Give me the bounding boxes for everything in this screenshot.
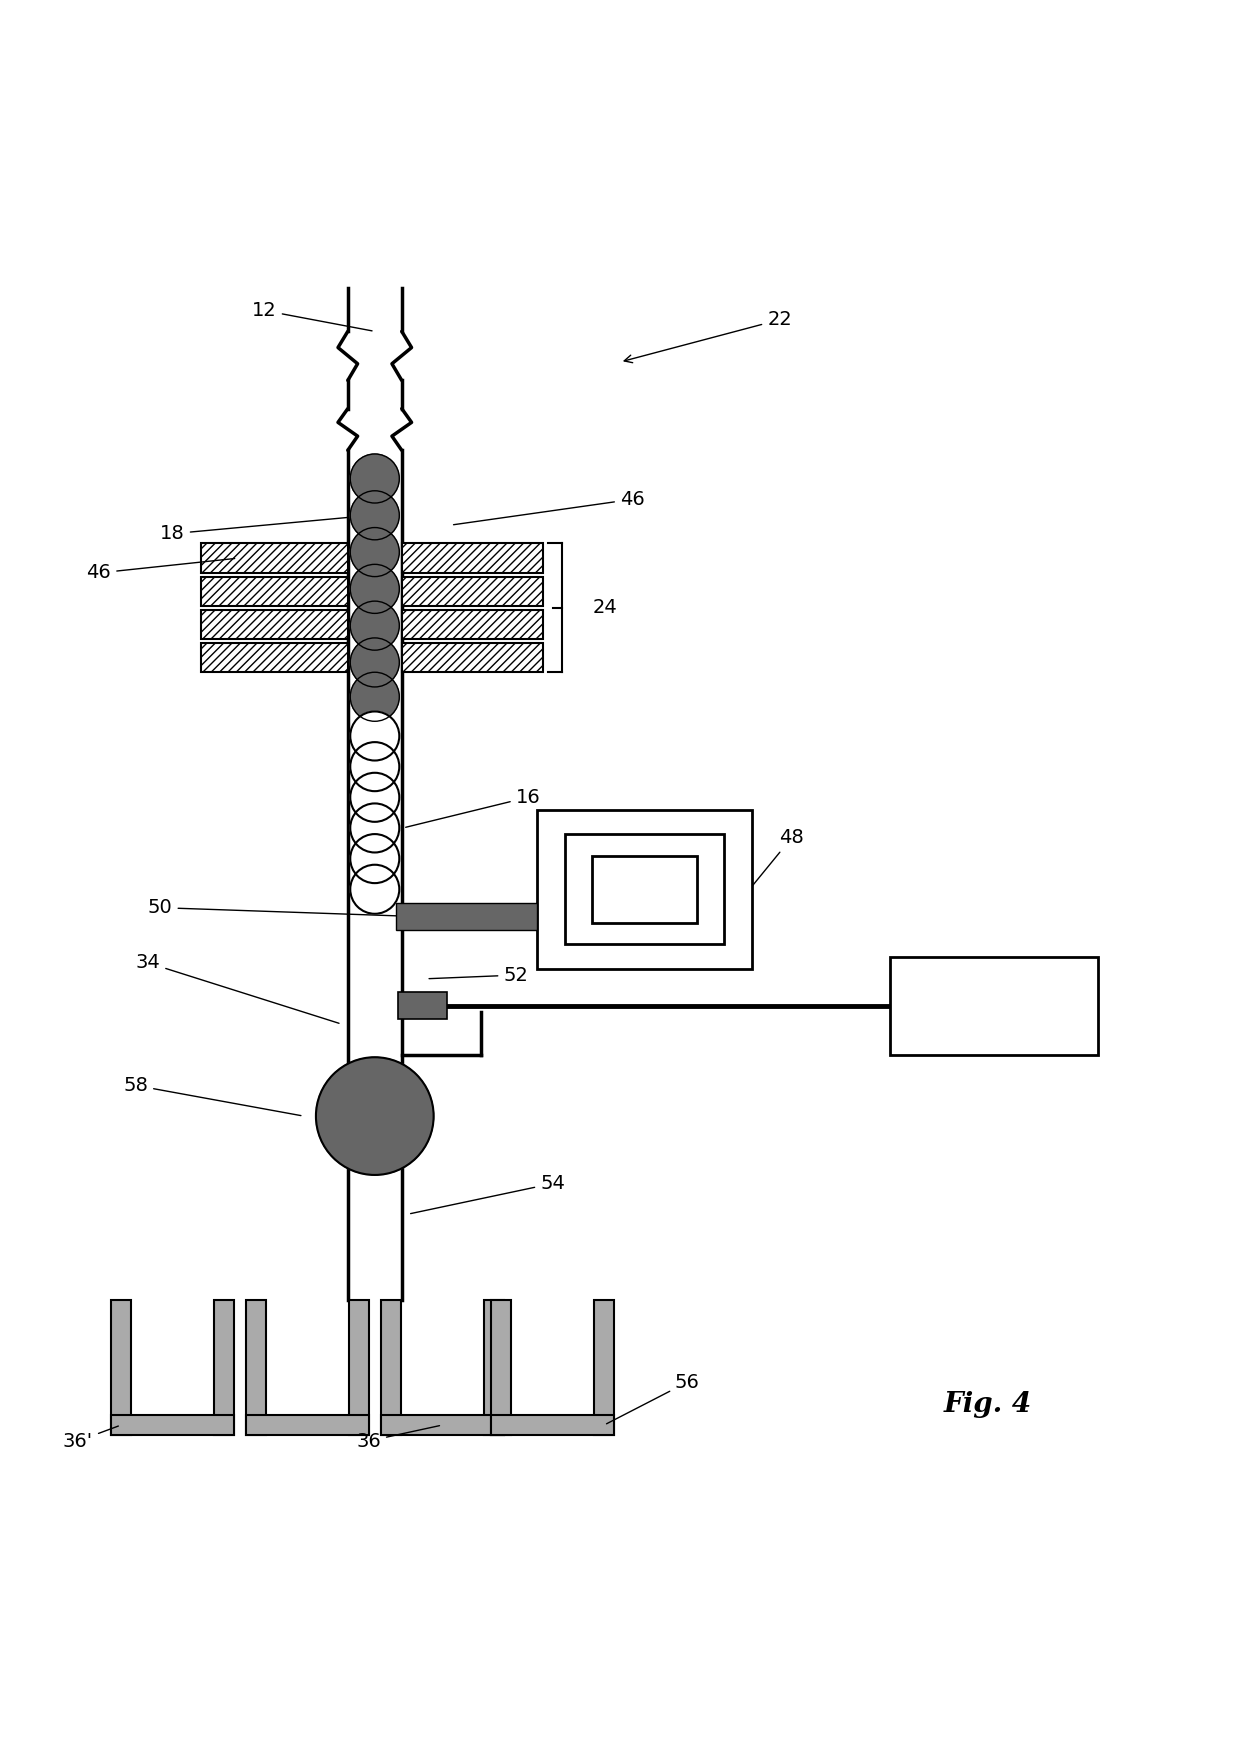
Bar (201, 642, 347, 672)
Text: 46: 46 (87, 558, 234, 582)
Circle shape (316, 1058, 434, 1175)
Bar (396, 903, 537, 930)
Text: 54: 54 (410, 1173, 565, 1214)
Bar (398, 993, 448, 1019)
Circle shape (350, 672, 399, 721)
Bar (201, 544, 347, 574)
Text: 24: 24 (593, 598, 618, 617)
Text: 34: 34 (135, 954, 339, 1023)
Bar (402, 610, 543, 638)
Circle shape (350, 565, 399, 614)
Bar (537, 810, 751, 968)
Bar (246, 1415, 368, 1435)
Text: 18: 18 (160, 516, 368, 544)
Bar (348, 1300, 368, 1435)
Text: 46: 46 (454, 489, 645, 524)
Text: 36': 36' (63, 1426, 118, 1451)
Circle shape (350, 742, 399, 791)
Bar (201, 577, 347, 607)
Text: 52: 52 (429, 966, 528, 984)
Bar (381, 1415, 503, 1435)
Circle shape (350, 491, 399, 540)
Circle shape (350, 454, 399, 503)
Bar (594, 1300, 614, 1435)
Bar (491, 1415, 614, 1435)
Circle shape (350, 712, 399, 761)
Text: Fig. 4: Fig. 4 (944, 1391, 1032, 1417)
Bar (381, 1300, 401, 1435)
Bar (402, 642, 543, 672)
Bar (402, 544, 543, 574)
Bar (402, 577, 543, 607)
Bar (565, 835, 724, 944)
Text: 56: 56 (606, 1373, 699, 1424)
Text: 50: 50 (148, 898, 405, 917)
Circle shape (350, 638, 399, 688)
Bar (215, 1300, 234, 1435)
Bar (484, 1300, 503, 1435)
Bar (112, 1300, 130, 1435)
Bar (246, 1300, 265, 1435)
Bar (890, 956, 1099, 1054)
Bar (112, 1415, 234, 1435)
Text: 16: 16 (405, 788, 541, 828)
Text: 48: 48 (742, 828, 804, 900)
Circle shape (350, 528, 399, 577)
Circle shape (350, 602, 399, 651)
Bar (491, 1300, 511, 1435)
Text: 20: 20 (980, 996, 1008, 1016)
Text: 22: 22 (624, 310, 792, 363)
Bar (593, 856, 697, 923)
Text: 36: 36 (356, 1426, 439, 1451)
Bar (201, 610, 347, 638)
Circle shape (350, 835, 399, 882)
Circle shape (350, 865, 399, 914)
Circle shape (350, 774, 399, 823)
Text: 58: 58 (123, 1075, 301, 1116)
Circle shape (350, 803, 399, 852)
Text: 12: 12 (252, 302, 372, 332)
